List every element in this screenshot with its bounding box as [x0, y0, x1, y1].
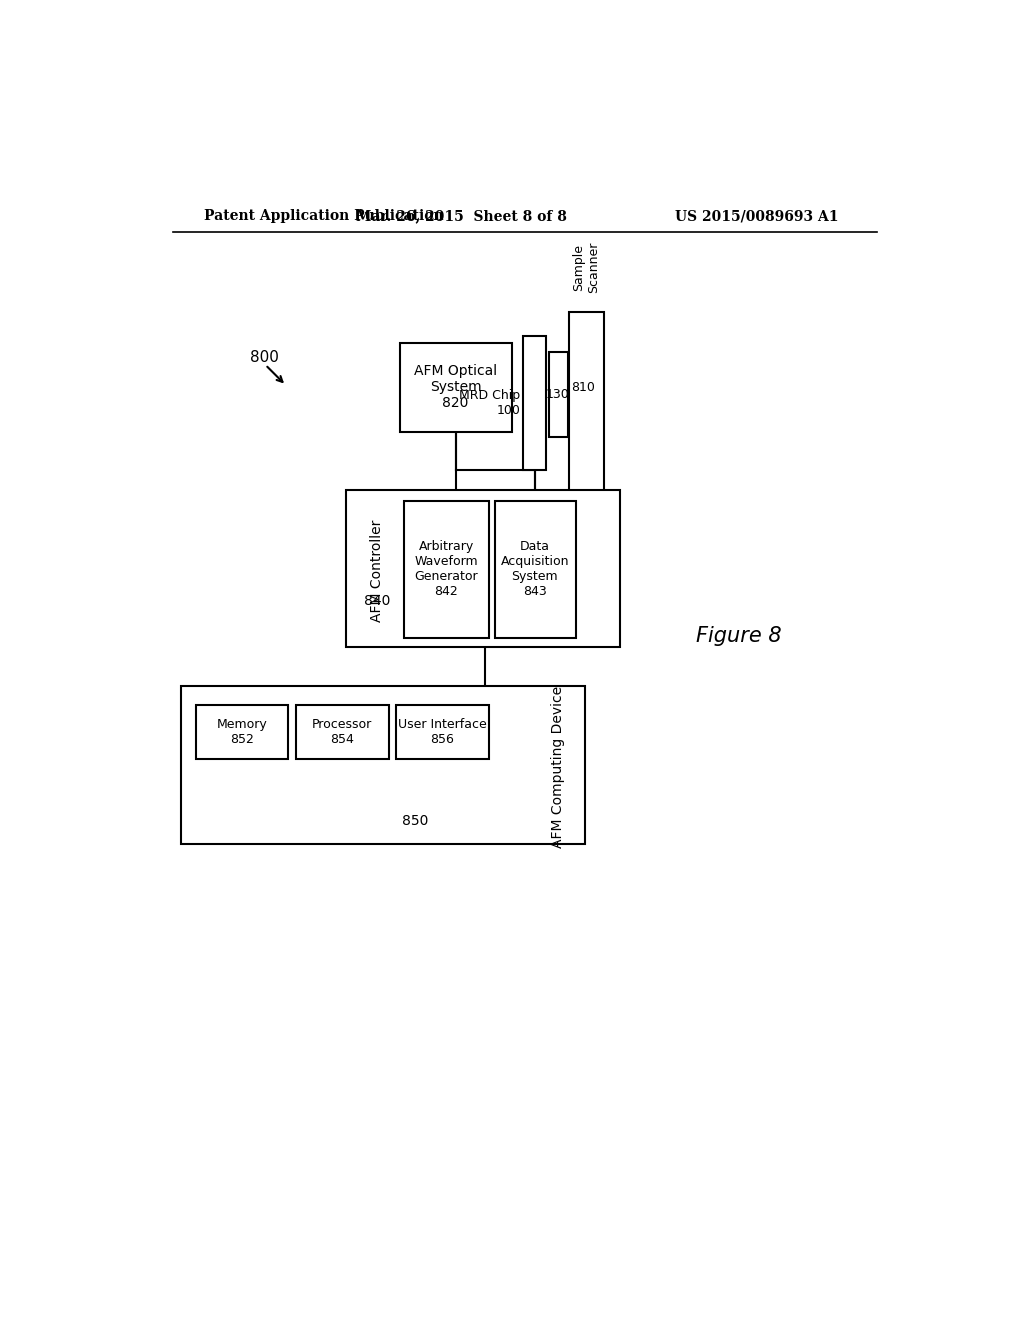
Text: 130: 130	[546, 388, 569, 401]
Text: Processor
854: Processor 854	[312, 718, 373, 746]
Text: Data
Acquisition
System
843: Data Acquisition System 843	[501, 540, 569, 598]
Text: AFM Computing Device: AFM Computing Device	[551, 685, 565, 847]
Text: Mar. 26, 2015  Sheet 8 of 8: Mar. 26, 2015 Sheet 8 of 8	[356, 209, 567, 223]
Bar	[346, 490, 620, 647]
Bar	[523, 335, 547, 470]
Text: Figure 8: Figure 8	[696, 626, 781, 645]
Text: Patent Application Publication: Patent Application Publication	[204, 209, 443, 223]
Text: Sample
Scanner: Sample Scanner	[572, 242, 600, 293]
Bar	[569, 313, 604, 494]
Bar	[396, 705, 488, 759]
Text: AFM Optical
System
820: AFM Optical System 820	[414, 364, 497, 411]
Text: Memory
852: Memory 852	[217, 718, 267, 746]
Text: MRD Chip
100: MRD Chip 100	[459, 389, 520, 417]
Text: 850: 850	[402, 813, 429, 828]
Text: US 2015/0089693 A1: US 2015/0089693 A1	[676, 209, 839, 223]
Bar	[180, 686, 585, 843]
Text: 810: 810	[571, 381, 595, 395]
Bar	[196, 705, 289, 759]
Text: User Interface
856: User Interface 856	[398, 718, 486, 746]
Text: Arbitrary
Waveform
Generator
842: Arbitrary Waveform Generator 842	[415, 540, 478, 598]
Bar	[296, 705, 388, 759]
Bar	[403, 502, 488, 638]
Bar	[400, 343, 512, 432]
Bar	[495, 502, 575, 638]
Bar	[549, 352, 568, 437]
Text: 800: 800	[250, 350, 279, 364]
Text: 840: 840	[364, 594, 390, 609]
Text: AFM Controller: AFM Controller	[370, 519, 384, 622]
